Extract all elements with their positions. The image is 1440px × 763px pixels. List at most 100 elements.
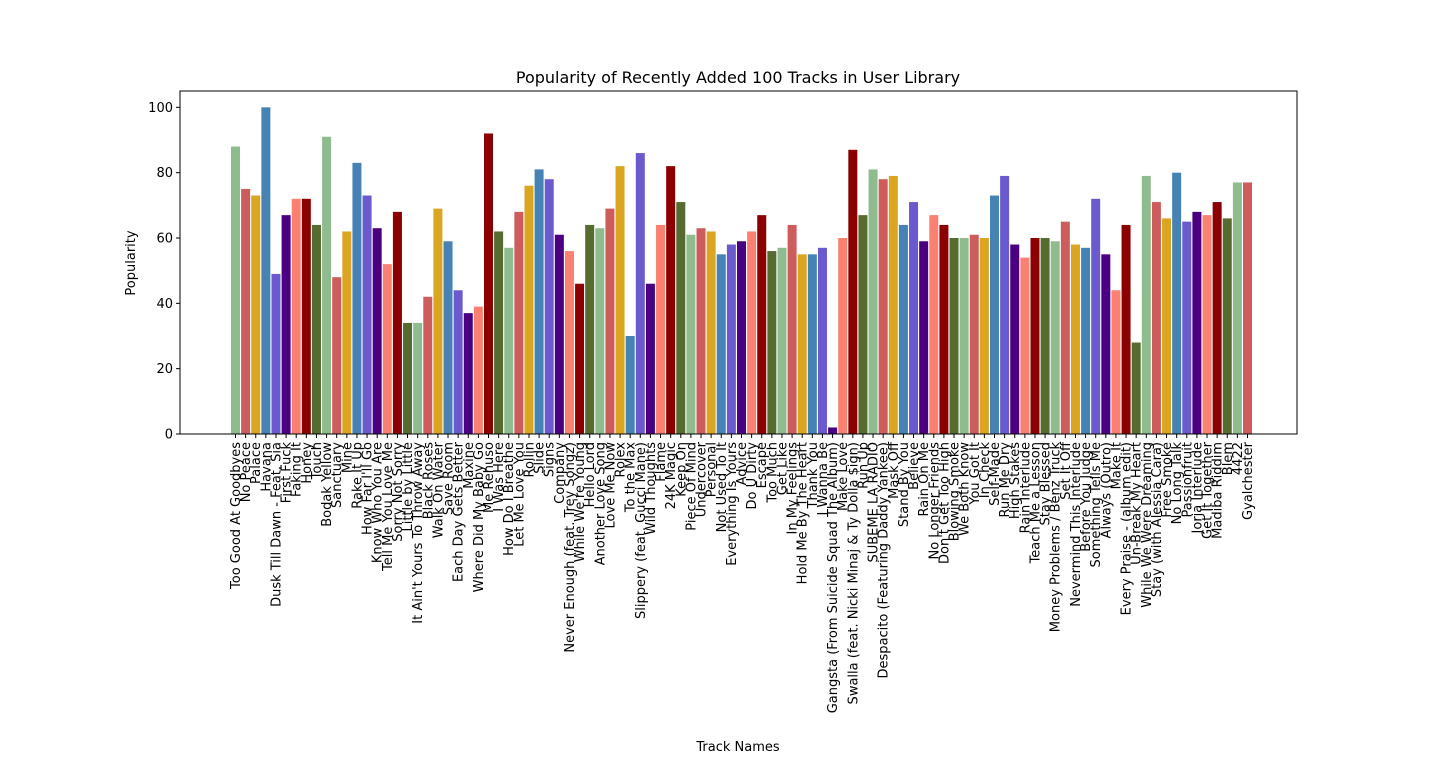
x-tick-label: Self-Made: [988, 442, 1003, 506]
bar: [1232, 182, 1242, 434]
bar: [1151, 202, 1161, 434]
bar: [352, 162, 362, 434]
x-tick-label: In My Feelings: [786, 442, 801, 535]
bar: [666, 166, 676, 434]
bar: [251, 195, 261, 434]
bar: [261, 107, 271, 434]
bar: [737, 241, 746, 434]
x-tick-label: Nevermind This Interlude: [1069, 442, 1084, 607]
bar: [878, 179, 888, 434]
y-tick-label: 20: [156, 362, 173, 377]
chart-title: Popularity of Recently Added 100 Tracks …: [516, 68, 960, 87]
x-tick-label: Wild Thoughts: [644, 442, 659, 535]
bar: [888, 175, 898, 434]
bar: [1040, 238, 1050, 434]
bar: [231, 146, 240, 434]
bar: [929, 215, 939, 434]
x-tick-label: Where Did My Baby Go: [472, 442, 487, 592]
x-tick-label: Maxine: [462, 442, 477, 489]
bar: [322, 136, 332, 435]
x-tick-label: Gyalchester: [1241, 441, 1256, 520]
bar: [848, 149, 858, 435]
bar: [484, 133, 493, 434]
bar: [838, 238, 848, 434]
bar: [686, 234, 696, 434]
bar: [332, 277, 342, 434]
bar: [605, 208, 615, 434]
bar: [514, 211, 524, 434]
bar: [342, 231, 352, 434]
y-tick-label: 0: [165, 428, 173, 443]
bar: [311, 224, 321, 434]
x-tick-label: Sanctuary: [330, 442, 345, 508]
x-tick-label: Undercover: [695, 441, 710, 517]
x-tick-label: Rolex: [614, 442, 629, 478]
bar: [909, 202, 919, 434]
bar: [1121, 224, 1131, 434]
x-tick-label: Set It Off: [1059, 441, 1074, 500]
bar: [676, 202, 686, 434]
bar: [797, 254, 807, 434]
bar: [979, 238, 989, 434]
x-tick-label: Company: [553, 442, 568, 504]
bar: [453, 290, 463, 434]
bar: [1070, 244, 1080, 434]
x-tick-label: Advice: [735, 442, 750, 485]
bar: [473, 306, 483, 434]
y-tick-label: 60: [156, 232, 173, 247]
bar: [392, 211, 402, 434]
bar: [1020, 257, 1030, 434]
bar: [1091, 198, 1101, 434]
bar: [524, 185, 534, 434]
x-tick-label: Stay (with Alessia Cara): [1150, 442, 1165, 597]
bar: [706, 231, 716, 434]
x-tick-label: No Long Talk: [1170, 442, 1185, 525]
bar: [1192, 211, 1202, 434]
x-tick-label: Bodak Yellow: [320, 442, 335, 527]
x-tick-label: Not Used To It: [715, 442, 730, 532]
x-tick-label: Slide: [533, 442, 548, 474]
x-tick-label: Hello Lord: [583, 442, 598, 507]
bar: [767, 251, 777, 434]
x-tick-label: Faking It: [290, 442, 305, 497]
x-tick-label: Believe: [907, 442, 922, 490]
x-tick-label: 4422: [1231, 442, 1246, 475]
bar: [757, 215, 767, 434]
x-tick-label: Jorja Interlude: [1190, 442, 1205, 534]
bar: [858, 215, 868, 434]
bar: [939, 224, 949, 434]
x-tick-label: Let Me Love You: [512, 442, 527, 547]
x-tick-label: Escape: [755, 442, 770, 488]
bar: [372, 228, 382, 434]
x-tick-label: Havana: [259, 442, 274, 492]
bar: [898, 224, 908, 434]
bar: [403, 322, 413, 434]
x-tick-label: Love Me Now: [603, 442, 618, 529]
x-tick-label: Flame: [654, 442, 669, 482]
x-tick-label: Rake It Up: [350, 442, 365, 509]
x-tick-label: Make It: [1109, 442, 1124, 489]
bar: [1060, 221, 1070, 434]
x-tick-label: To the Max: [624, 442, 639, 513]
x-tick-label: SUBEME LA RADIO: [867, 442, 882, 563]
x-tick-label: Touch: [310, 442, 325, 480]
x-tick-label: Too Much: [765, 442, 780, 504]
bar: [291, 198, 301, 434]
x-tick-label: Don't Get Too High: [937, 442, 952, 564]
x-tick-label: How Far I'll Go: [361, 442, 376, 535]
bar: [1010, 244, 1020, 434]
bar: [828, 427, 838, 434]
bar: [726, 244, 736, 434]
bar: [1202, 215, 1212, 434]
x-tick-label: Every Praise - (album edit): [1120, 442, 1135, 615]
x-tick-label: Passionfruit: [1180, 442, 1195, 517]
bar: [1172, 172, 1182, 435]
bar: [959, 238, 969, 434]
bar: [716, 254, 726, 434]
bar: [777, 247, 787, 434]
x-tick-label: Rain On Me: [917, 442, 932, 517]
bar: [1182, 221, 1192, 434]
y-axis-ticks: 0 20 40 60 80 100: [148, 101, 180, 443]
x-tick-label: Free Smoke: [1160, 442, 1175, 518]
